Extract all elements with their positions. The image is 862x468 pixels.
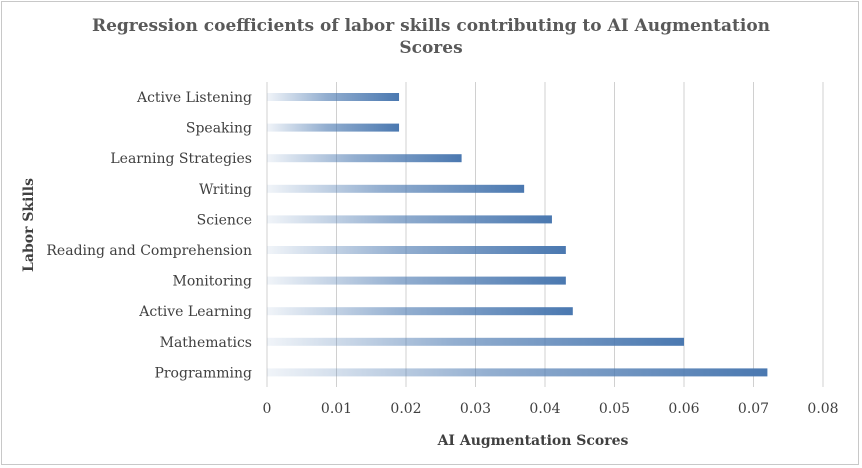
x-tick-label: 0.02 [390, 401, 421, 417]
bar [267, 246, 566, 254]
category-labels: Active Listening Speaking Learning Strateg… [46, 90, 252, 381]
category-label: Mathematics [160, 335, 252, 351]
x-tick-label: 0 [263, 401, 272, 417]
gridlines [266, 82, 824, 387]
category-label: Science [197, 212, 252, 228]
bar [267, 215, 552, 224]
bar [267, 184, 525, 193]
category-label: Active Learning [138, 304, 252, 320]
x-tick-label: 0.04 [529, 401, 560, 417]
category-label: Writing [199, 182, 252, 198]
category-label: Programming [154, 365, 252, 381]
x-tick-labels: 0 0.01 0.02 0.03 0.04 0.05 0.06 0.07 0.08 [263, 401, 839, 417]
x-tick-label: 0.03 [460, 401, 491, 417]
x-tick-label: 0.01 [321, 401, 352, 417]
x-tick-label: 0.07 [738, 401, 769, 417]
bar [267, 276, 566, 285]
chart-title-line-2: Scores [399, 38, 462, 58]
category-label: Reading and Comprehension [46, 243, 252, 259]
bar [267, 154, 462, 163]
category-label: Monitoring [173, 274, 252, 290]
chart-title-line-1: Regression coefficients of labor skills … [92, 16, 770, 36]
y-axis-title: Labor Skills [21, 178, 37, 272]
bars [267, 93, 768, 377]
category-label: Active Listening [136, 90, 252, 106]
category-label: Learning Strategies [110, 151, 252, 167]
bar [267, 368, 768, 377]
category-label: Speaking [186, 121, 252, 137]
bar [267, 123, 400, 132]
x-axis-title: AI Augmentation Scores [437, 433, 629, 449]
bar [267, 337, 684, 346]
x-tick-label: 0.08 [807, 401, 838, 417]
bar [267, 93, 400, 101]
x-tick-label: 0.05 [599, 401, 630, 417]
x-tick-label: 0.06 [668, 401, 699, 417]
bar [267, 307, 573, 316]
